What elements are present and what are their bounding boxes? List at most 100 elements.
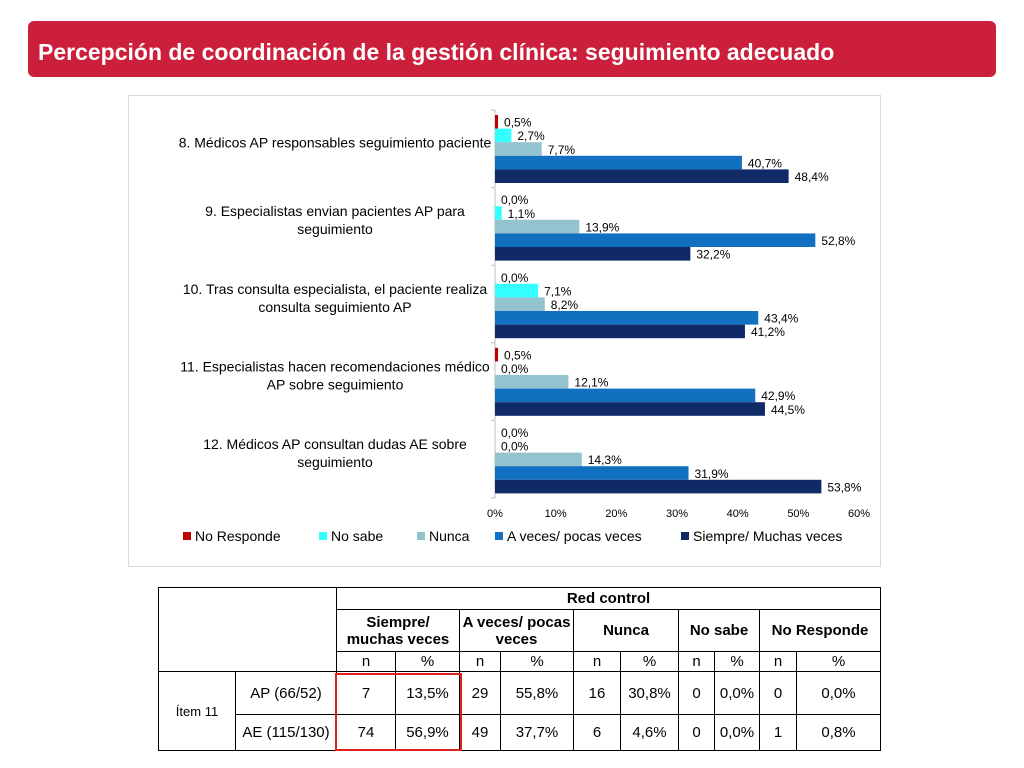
x-tick-label: 20% — [605, 508, 627, 520]
data-label: 2,7% — [517, 129, 545, 143]
data-label: 0,0% — [501, 440, 529, 454]
table-cell: 55,8% — [500, 671, 574, 715]
data-label: 48,4% — [795, 170, 829, 184]
legend-label: No sabe — [331, 528, 383, 544]
table-cell: 4,6% — [620, 714, 679, 751]
item-label: Ítem 11 — [158, 671, 236, 751]
col-header: A veces/ pocas veces — [459, 609, 574, 652]
table-row: Ítem 11 AP (66/52) 7 13,5% 29 55,8% 16 3… — [158, 671, 881, 751]
bar — [495, 479, 822, 494]
category-label: consulta seguimiento AP — [258, 299, 411, 315]
data-label: 0,5% — [504, 116, 532, 130]
category-label: 8. Médicos AP responsables seguimiento p… — [179, 135, 492, 151]
bar — [495, 206, 502, 220]
data-label: 52,8% — [821, 234, 855, 248]
sub-header: % — [796, 651, 881, 672]
bar — [495, 297, 545, 311]
group-header: Red control — [336, 587, 881, 610]
x-tick-label: 60% — [848, 508, 870, 520]
sub-header: % — [500, 651, 574, 672]
sub-header: n — [573, 651, 621, 672]
bar — [495, 233, 816, 247]
legend-swatch — [183, 532, 191, 540]
table-cell: 74 — [336, 714, 396, 751]
sub-header: % — [395, 651, 460, 672]
table-cell: 30,8% — [620, 671, 679, 715]
sub-header: % — [620, 651, 679, 672]
x-tick-label: 0% — [487, 508, 503, 520]
legend-swatch — [319, 532, 327, 540]
table-cell: 49 — [459, 714, 501, 751]
bar — [495, 128, 512, 143]
table-cell: 29 — [459, 671, 501, 715]
data-label: 42,9% — [761, 389, 795, 403]
category-label: 12. Médicos AP consultan dudas AE sobre — [203, 436, 467, 452]
bar — [495, 402, 765, 416]
legend-label: Nunca — [429, 528, 470, 544]
data-label: 41,2% — [751, 325, 785, 339]
data-label: 7,1% — [544, 284, 572, 298]
bar — [495, 452, 582, 467]
table-cell: 0 — [678, 671, 715, 715]
category-label: 9. Especialistas envian pacientes AP par… — [205, 203, 465, 219]
row-label: AE (115/130) — [235, 714, 337, 751]
data-label: 0,0% — [501, 362, 529, 376]
bar — [495, 324, 745, 339]
col-header: Siempre/ muchas veces — [336, 609, 460, 652]
category-label: AP sobre seguimiento — [267, 376, 404, 392]
table-cell: 16 — [573, 671, 621, 715]
data-label: 31,9% — [695, 467, 729, 481]
table-cell: 0 — [678, 714, 715, 751]
data-label: 14,3% — [588, 453, 622, 467]
bar — [495, 375, 569, 389]
legend-label: A veces/ pocas veces — [507, 528, 642, 544]
bar — [495, 219, 580, 234]
chart-canvas: 8. Médicos AP responsables seguimiento p… — [179, 109, 870, 544]
x-tick-label: 30% — [666, 508, 688, 520]
title-bar: Percepción de coordinación de la gestión… — [28, 21, 996, 77]
legend-swatch — [417, 532, 425, 540]
table-cell: 0,8% — [796, 714, 881, 751]
sub-header: % — [714, 651, 760, 672]
col-header: No Responde — [759, 609, 881, 652]
x-tick-label: 50% — [787, 508, 809, 520]
data-label: 0,5% — [504, 348, 532, 362]
data-label: 0,0% — [501, 193, 529, 207]
table-cell: 0,0% — [714, 714, 760, 751]
data-label: 1,1% — [508, 207, 536, 221]
data-label: 43,4% — [764, 312, 798, 326]
table-cell: 13,5% — [395, 671, 460, 715]
data-label: 32,2% — [696, 248, 730, 262]
legend-label: Siempre/ Muchas veces — [693, 528, 842, 544]
bar — [495, 466, 689, 480]
category-label: seguimiento — [297, 454, 373, 470]
bar — [495, 388, 756, 403]
data-label: 0,0% — [501, 271, 529, 285]
legend-swatch — [495, 532, 503, 540]
col-header: Nunca — [573, 609, 679, 652]
table-cell: 7 — [336, 671, 396, 715]
bar — [495, 311, 759, 325]
x-tick-label: 40% — [727, 508, 749, 520]
table-cell: 0,0% — [796, 671, 881, 715]
table-cell: 0 — [759, 671, 797, 715]
legend-swatch — [681, 532, 689, 540]
bar — [495, 347, 499, 362]
table-cell: 6 — [573, 714, 621, 751]
data-label: 53,8% — [827, 480, 861, 494]
category-label: 10. Tras consulta especialista, el pacie… — [183, 281, 487, 297]
table-row: AE (115/130) 74 56,9% 49 37,7% 6 4,6% 0 … — [159, 714, 881, 751]
data-label: 13,9% — [585, 220, 619, 234]
legend-label: No Responde — [195, 528, 281, 544]
category-label: seguimiento — [297, 221, 373, 237]
data-label: 12,1% — [574, 376, 608, 390]
data-label: 7,7% — [548, 143, 576, 157]
bar — [495, 247, 691, 261]
data-label: 0,0% — [501, 426, 529, 440]
table-corner — [158, 587, 337, 672]
table-cell: 0,0% — [714, 671, 760, 715]
col-header: No sabe — [678, 609, 760, 652]
row-label: AP (66/52) — [235, 671, 337, 715]
sub-header: n — [336, 651, 396, 672]
control-table: Red control Siempre/ muchas veces A vece… — [158, 587, 881, 751]
